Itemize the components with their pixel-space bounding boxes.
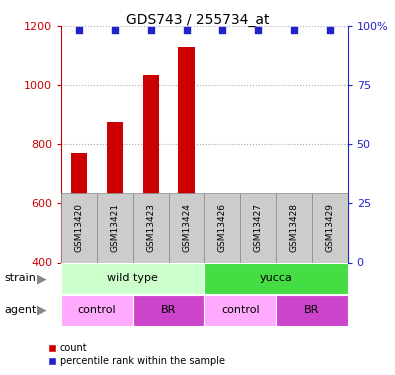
Text: ▶: ▶ [37,272,46,285]
Text: GSM13424: GSM13424 [182,203,191,252]
Bar [61,193,97,262]
Bar [61,295,133,326]
Point [291,27,297,33]
Point [148,27,154,33]
Text: GSM13426: GSM13426 [218,203,227,252]
Bar [61,263,205,294]
Point [255,27,261,33]
Bar [133,193,169,262]
Bar [107,122,123,262]
Bar [97,193,133,262]
Text: agent: agent [4,305,36,315]
Point [76,27,82,33]
Bar [143,75,159,262]
Point [327,27,333,33]
Bar [276,193,312,262]
Bar [312,193,348,262]
Text: GSM13429: GSM13429 [325,203,334,252]
Text: GSM13428: GSM13428 [290,203,298,252]
Bar [133,295,205,326]
Text: ▶: ▶ [37,304,46,317]
Text: BR: BR [304,305,320,315]
Text: GDS743 / 255734_at: GDS743 / 255734_at [126,13,269,27]
Bar [214,254,230,262]
Text: wild type: wild type [107,273,158,284]
Point [112,27,118,33]
Bar [205,295,276,326]
Text: BR: BR [161,305,176,315]
Bar [169,193,205,262]
Text: GSM13421: GSM13421 [111,203,119,252]
Text: strain: strain [4,273,36,284]
Bar [322,218,338,262]
Text: GSM13427: GSM13427 [254,203,263,252]
Bar [240,193,276,262]
Bar [205,193,240,262]
Text: GSM13423: GSM13423 [146,203,155,252]
Text: yucca: yucca [260,273,292,284]
Text: control: control [78,305,117,315]
Bar [276,295,348,326]
Point [219,27,226,33]
Text: GSM13420: GSM13420 [75,203,84,252]
Bar [71,153,87,262]
Bar [250,240,266,262]
Bar [179,47,195,262]
Bar [286,212,302,262]
Bar [205,263,348,294]
Text: control: control [221,305,260,315]
Point [183,27,190,33]
Legend: count, percentile rank within the sample: count, percentile rank within the sample [44,339,229,370]
